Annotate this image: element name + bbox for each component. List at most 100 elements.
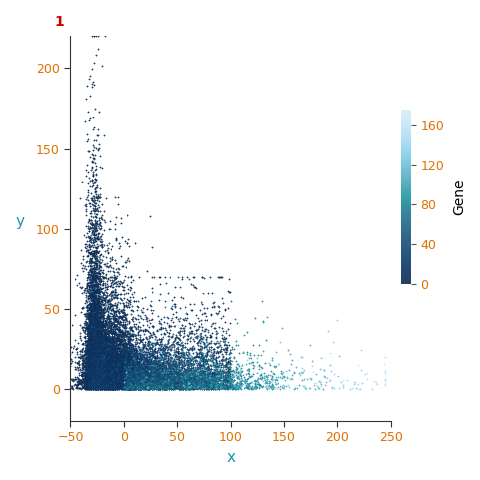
Point bbox=[87, 335, 95, 342]
Point bbox=[99, 371, 107, 379]
Point bbox=[193, 385, 201, 393]
Point bbox=[89, 380, 96, 387]
Point bbox=[119, 382, 126, 390]
Point bbox=[131, 359, 138, 367]
Point bbox=[82, 364, 90, 372]
Point bbox=[157, 325, 165, 333]
Point bbox=[186, 354, 194, 361]
Point bbox=[102, 381, 109, 389]
Point bbox=[227, 375, 234, 383]
Point bbox=[122, 372, 130, 380]
Point bbox=[155, 377, 162, 385]
Point bbox=[128, 381, 136, 388]
Point bbox=[93, 384, 101, 392]
Point bbox=[94, 345, 101, 352]
Point bbox=[180, 370, 188, 378]
Point bbox=[87, 259, 95, 267]
Point bbox=[100, 384, 108, 392]
Point bbox=[123, 378, 131, 386]
Point bbox=[89, 314, 96, 322]
Point bbox=[125, 344, 132, 351]
Point bbox=[363, 375, 371, 383]
Point bbox=[145, 384, 153, 391]
Point bbox=[94, 360, 101, 367]
Point bbox=[111, 383, 119, 391]
Point bbox=[84, 364, 92, 372]
Point bbox=[160, 376, 168, 384]
Point bbox=[238, 380, 246, 388]
Point bbox=[179, 382, 187, 389]
Point bbox=[115, 380, 123, 388]
Point bbox=[106, 376, 114, 384]
Point bbox=[189, 320, 196, 328]
Point bbox=[159, 361, 167, 369]
Point bbox=[89, 360, 97, 367]
Point bbox=[84, 273, 92, 281]
Point bbox=[82, 384, 90, 392]
Point bbox=[94, 375, 102, 383]
Point bbox=[211, 380, 218, 388]
Point bbox=[84, 373, 92, 381]
Point bbox=[135, 384, 143, 392]
Point bbox=[95, 336, 102, 344]
Point bbox=[110, 349, 118, 357]
Point bbox=[90, 342, 98, 349]
Point bbox=[137, 337, 145, 345]
Point bbox=[184, 367, 192, 375]
Point bbox=[88, 361, 96, 369]
Point bbox=[218, 381, 226, 388]
Point bbox=[175, 367, 182, 374]
Point bbox=[103, 320, 110, 327]
Point bbox=[96, 383, 104, 390]
Point bbox=[136, 353, 144, 361]
Point bbox=[94, 361, 102, 369]
Point bbox=[110, 370, 118, 378]
Point bbox=[101, 328, 108, 336]
Point bbox=[163, 372, 171, 379]
Point bbox=[123, 350, 131, 358]
Point bbox=[161, 377, 169, 384]
Point bbox=[90, 324, 98, 331]
Point bbox=[207, 346, 215, 353]
Point bbox=[91, 291, 98, 299]
Point bbox=[87, 383, 95, 390]
Point bbox=[116, 360, 123, 368]
Point bbox=[139, 379, 146, 387]
Point bbox=[121, 371, 129, 379]
Point bbox=[225, 379, 232, 386]
Point bbox=[92, 356, 99, 363]
Point bbox=[114, 381, 121, 389]
Point bbox=[121, 374, 129, 382]
Point bbox=[89, 382, 96, 389]
Point bbox=[96, 370, 103, 378]
Point bbox=[128, 376, 135, 384]
Point bbox=[152, 382, 160, 390]
Point bbox=[132, 384, 140, 392]
Point bbox=[88, 331, 96, 338]
Point bbox=[133, 383, 141, 391]
Point bbox=[117, 307, 124, 315]
Point bbox=[167, 374, 175, 382]
Point bbox=[99, 383, 107, 391]
Point bbox=[139, 380, 147, 387]
Point bbox=[130, 359, 138, 366]
Point bbox=[146, 380, 154, 387]
Point bbox=[197, 372, 204, 379]
Point bbox=[126, 383, 133, 390]
Point bbox=[102, 381, 109, 389]
Point bbox=[284, 347, 292, 354]
Point bbox=[96, 363, 104, 371]
Point bbox=[113, 325, 121, 333]
Point bbox=[80, 383, 87, 391]
Point bbox=[116, 384, 123, 392]
Point bbox=[136, 383, 144, 390]
Point bbox=[94, 295, 102, 302]
Point bbox=[98, 355, 106, 362]
Point bbox=[107, 317, 114, 325]
Point bbox=[157, 368, 165, 376]
Point bbox=[119, 370, 126, 378]
Point bbox=[144, 371, 151, 378]
Point bbox=[166, 351, 174, 359]
Point bbox=[147, 374, 155, 382]
Point bbox=[111, 315, 119, 323]
